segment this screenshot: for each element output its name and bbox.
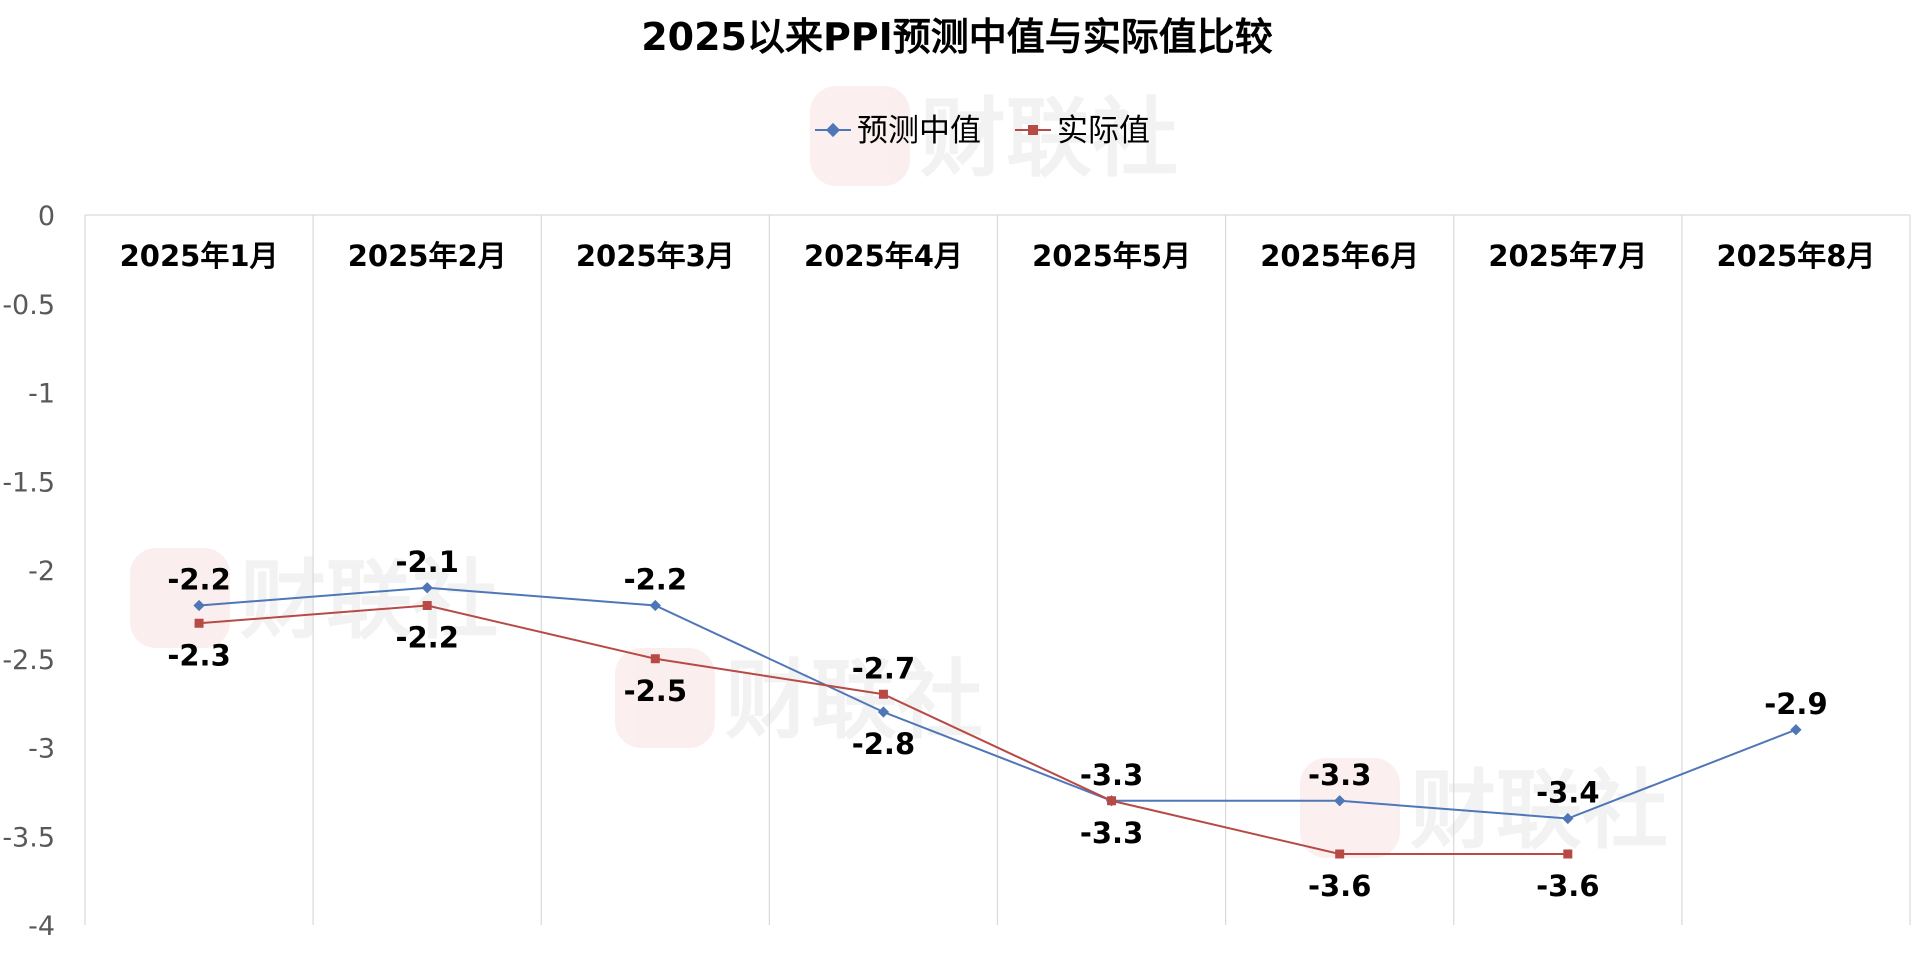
actual-point — [194, 618, 204, 628]
y-tick-label: -2.5 — [2, 645, 55, 676]
data-label: -3.3 — [1080, 758, 1143, 792]
legend: 预测中值 实际值 — [815, 113, 1150, 149]
y-tick-label: -1.5 — [2, 467, 55, 498]
y-tick-label: -2 — [28, 556, 55, 587]
actual-point — [1563, 849, 1573, 859]
svg-text:财联社: 财联社 — [240, 551, 498, 651]
forecast-point — [193, 599, 205, 612]
data-label: -2.2 — [395, 621, 458, 655]
data-label: -2.3 — [167, 638, 230, 672]
vertical-gridlines — [84, 214, 1911, 925]
actual-point — [1107, 796, 1117, 806]
data-label: -2.9 — [1764, 687, 1827, 721]
forecast-point — [421, 582, 433, 594]
legend-item: 预测中值 — [815, 113, 981, 149]
x-category-label: 2025年8月 — [1716, 239, 1875, 273]
y-tick-label: -4 — [28, 911, 55, 942]
data-label: -3.3 — [1080, 816, 1143, 850]
watermark-logo: 财联社 — [810, 86, 1178, 189]
actual-point — [1335, 849, 1345, 859]
data-label: -2.2 — [167, 563, 230, 597]
y-tick-label: -3 — [28, 734, 55, 765]
data-label: -2.8 — [852, 727, 915, 761]
data-label: -3.3 — [1308, 758, 1371, 792]
x-category-label: 2025年1月 — [120, 239, 279, 273]
actual-point — [650, 654, 660, 664]
y-tick-label: -1 — [28, 379, 55, 410]
watermark-logo: 财联社 — [1300, 758, 1668, 861]
svg-text:财联社: 财联社 — [1410, 761, 1668, 861]
series-line-forecast — [198, 586, 1797, 820]
data-label: -2.7 — [852, 651, 915, 685]
data-label: -3.6 — [1536, 869, 1599, 903]
svg-text:财联社: 财联社 — [920, 89, 1178, 189]
y-tick-label: 0 — [38, 201, 55, 232]
legend-item: 实际值 — [1015, 113, 1150, 149]
data-label: -2.1 — [395, 545, 458, 579]
data-label: -2.2 — [624, 563, 687, 597]
series-layer — [193, 582, 1802, 859]
data-label: -2.5 — [624, 674, 687, 708]
x-category-label: 2025年3月 — [576, 239, 735, 273]
forecast-point — [877, 706, 890, 718]
actual-point — [422, 601, 432, 610]
chart-title: 2025以来PPI预测中值与实际值比较 — [641, 15, 1273, 59]
data-label: -3.4 — [1536, 776, 1599, 810]
y-tick-label: -0.5 — [2, 290, 55, 321]
legend-label: 实际值 — [1057, 113, 1150, 149]
x-axis-category-labels: 2025年1月 2025年2月 2025年3月 2025年4月 2025年5月 2025年… — [120, 239, 1876, 273]
x-category-label: 2025年7月 — [1488, 239, 1647, 273]
legend-marker-diamond — [825, 122, 841, 138]
data-label: -3.6 — [1308, 869, 1371, 903]
actual-point — [878, 689, 888, 699]
x-category-label: 2025年2月 — [348, 239, 507, 273]
data-labels: -2.2 -2.3 -2.1 -2.2 -2.2 -2.5 -2.7 -2.8 -3.3 -3.3… — [167, 545, 1827, 903]
forecast-point — [1334, 795, 1346, 807]
forecast-point — [1790, 724, 1802, 736]
x-category-label: 2025年4月 — [804, 239, 963, 273]
x-category-label: 2025年6月 — [1260, 239, 1419, 273]
forecast-point — [649, 599, 661, 612]
legend-marker-square — [1028, 125, 1038, 135]
x-category-label: 2025年5月 — [1032, 239, 1191, 273]
forecast-point — [1562, 812, 1574, 825]
y-tick-label: -3.5 — [2, 822, 55, 853]
y-axis: 0 -0.5 -1 -1.5 -2 -2.5 -3 -3.5 -4 — [2, 201, 55, 942]
legend-label: 预测中值 — [857, 113, 981, 149]
